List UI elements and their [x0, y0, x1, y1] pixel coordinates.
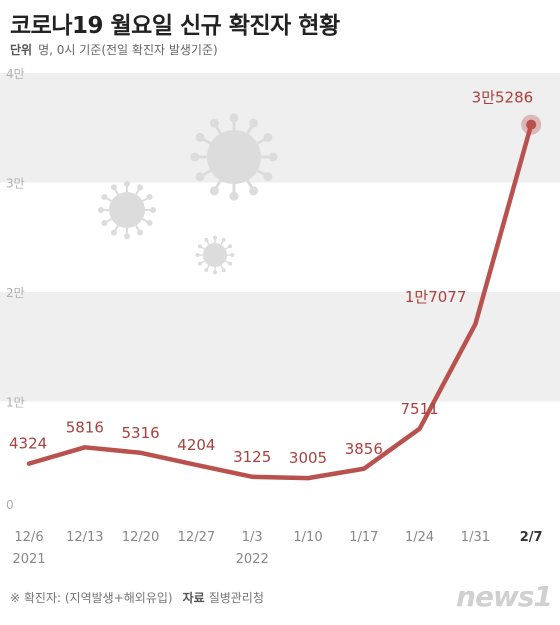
y-axis: 0 1만 2만 3만 4만 [6, 67, 25, 512]
data-label: 5316 [122, 424, 160, 442]
data-label: 1만7077 [405, 288, 467, 306]
x-tick-label: 1/10 [293, 530, 322, 545]
data-label: 3856 [345, 440, 383, 458]
series-line [26, 122, 534, 481]
line-chart: 0 1만 2만 3만 4만 4324 5816 5316 4204 3125 3005 3856 75… [0, 67, 560, 567]
x-tick-label: 1/17 [349, 530, 378, 545]
y-tick-label: 0 [6, 498, 14, 512]
source-label: 자료 [182, 591, 205, 605]
x-tick-label: 1/31 [461, 530, 490, 545]
band-3 [0, 73, 560, 183]
data-labels: 4324 5816 5316 4204 3125 3005 3856 7511 1만7077 3만… [9, 89, 533, 467]
x-axis: 12/6 12/13 12/20 12/27 1/3 1/10 1/17 1/24 1/31 2/… [12, 530, 542, 567]
x-tick-label: 12/13 [66, 530, 103, 545]
x-year-label: 2021 [12, 552, 45, 567]
y-tick-label: 2만 [6, 286, 25, 300]
data-label: 7511 [401, 400, 439, 418]
unit-note: 단위 명, 0시 기준(전일 확진자 발생기준) [10, 41, 218, 58]
data-label: 4324 [9, 435, 47, 453]
x-tick-label: 1/24 [405, 530, 434, 545]
data-label: 4204 [177, 436, 215, 454]
x-tick-label: 2/7 [520, 530, 543, 545]
series-line-path [26, 122, 534, 481]
unit-text: 명, 0시 기준(전일 확진자 발생기준) [38, 43, 218, 57]
data-points [521, 114, 542, 135]
data-label: 3125 [233, 448, 271, 466]
virus-illustrations [97, 113, 278, 275]
unit-label: 단위 [10, 43, 33, 57]
background-bands [0, 73, 560, 402]
virus-icon-small [195, 235, 235, 275]
footer-note: ※ 확진자: (지역발생+해외유입) 자료 질병관리청 [10, 589, 264, 606]
virus-icon-medium [97, 180, 157, 240]
band-1 [0, 292, 560, 402]
x-tick-label: 12/27 [178, 530, 215, 545]
data-label: 3005 [289, 449, 327, 467]
chart-title: 코로나19 월요일 신규 확진자 현황 [10, 13, 340, 39]
data-label: 3만5286 [472, 89, 534, 107]
y-tick-label: 1만 [6, 396, 25, 410]
x-tick-label: 1/3 [242, 530, 263, 545]
x-year-label: 2022 [236, 552, 269, 567]
data-label: 5816 [66, 418, 104, 436]
end-point [526, 119, 537, 130]
news1-logo: news1 [456, 580, 553, 613]
virus-icon-large [190, 113, 278, 201]
y-tick-label: 4만 [6, 67, 25, 81]
source-name: 질병관리청 [208, 591, 264, 605]
footnote: ※ 확진자: (지역발생+해외유입) [10, 591, 173, 605]
y-tick-label: 3만 [6, 177, 25, 191]
x-tick-label: 12/6 [14, 530, 43, 545]
x-tick-label: 12/20 [122, 530, 159, 545]
